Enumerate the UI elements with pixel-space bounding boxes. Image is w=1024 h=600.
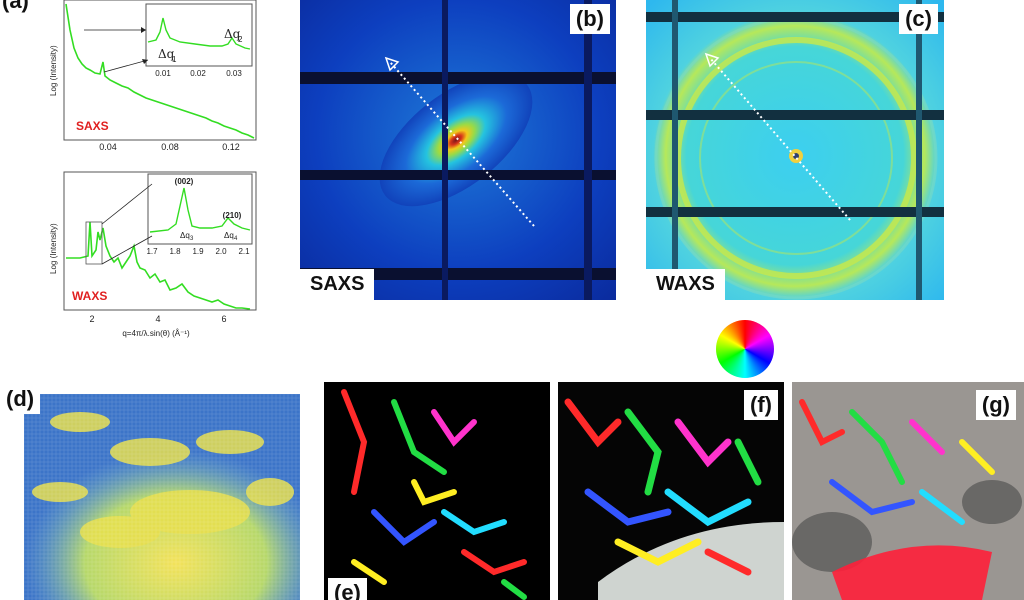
f-orientation-image bbox=[564, 398, 784, 600]
saxs-inset-curve bbox=[147, 17, 251, 50]
svg-text:2: 2 bbox=[238, 35, 243, 44]
panel-b-saxs-pattern: (b) SAXS bbox=[300, 0, 616, 300]
saxs-waxs-plots: Log (Intensity) SAXS 0.04 0.08 0.12 Δq 1… bbox=[49, 0, 257, 338]
e-orientation-image bbox=[341, 389, 527, 600]
saxs-image-label: SAXS bbox=[300, 269, 375, 300]
panel-label-e: (e) bbox=[328, 578, 367, 600]
panel-label-b: (b) bbox=[569, 4, 610, 34]
svg-text:1: 1 bbox=[172, 55, 177, 64]
waxs-inset-frame bbox=[147, 173, 253, 245]
panel-f-orientation-map: (f) bbox=[558, 382, 784, 600]
svg-text:(210): (210) bbox=[223, 211, 242, 220]
svg-text:2.1: 2.1 bbox=[238, 247, 250, 256]
saxs-ylabel: Log (Intensity) bbox=[49, 45, 58, 96]
svg-text:2.0: 2.0 bbox=[215, 247, 227, 256]
panel-a: (a) Log (Intensity) SAXS 0.04 0.08 0.12 … bbox=[0, 0, 270, 350]
saxs-curve-label: SAXS bbox=[76, 119, 109, 133]
panel-label-a: (a) bbox=[0, 0, 33, 14]
panel-label-c: (c) bbox=[899, 4, 938, 34]
panel-label-g: (g) bbox=[975, 390, 1016, 420]
waxs-xtick-1: 2 bbox=[89, 314, 94, 324]
svg-text:Δq: Δq bbox=[224, 231, 234, 240]
waxs-xtick-3: 6 bbox=[221, 314, 226, 324]
waxs-plot-frame bbox=[63, 171, 257, 311]
panel-g-overlay-map: (g) bbox=[792, 382, 1024, 600]
panel-d-map: (d) bbox=[0, 382, 300, 600]
svg-text:4: 4 bbox=[234, 236, 238, 242]
waxs-inset-curve bbox=[149, 187, 251, 233]
svg-text:1.8: 1.8 bbox=[169, 247, 181, 256]
svg-text:1.9: 1.9 bbox=[192, 247, 204, 256]
saxs-inset-dq2: Δq bbox=[224, 27, 241, 41]
saxs-xtick-3: 0.12 bbox=[222, 142, 240, 152]
orientation-color-wheel bbox=[716, 320, 774, 378]
d-intensity-map bbox=[24, 394, 300, 600]
saxs-direction-arrow bbox=[389, 61, 535, 227]
waxs-xlabel: q=4π/λ.sin(θ) (Å⁻¹) bbox=[122, 329, 190, 338]
waxs-xtick-2: 4 bbox=[155, 314, 160, 324]
svg-text:0.02: 0.02 bbox=[190, 69, 206, 78]
saxs-xtick-1: 0.04 bbox=[99, 142, 117, 152]
svg-text:Δq: Δq bbox=[180, 231, 190, 240]
panel-c-waxs-pattern: (c) WAXS bbox=[646, 0, 944, 300]
waxs-ylabel: Log (Intensity) bbox=[49, 223, 58, 274]
saxs-pattern-image bbox=[300, 0, 616, 300]
waxs-image-label: WAXS bbox=[646, 269, 725, 300]
svg-text:1.7: 1.7 bbox=[146, 247, 158, 256]
panel-label-f: (f) bbox=[744, 390, 778, 420]
saxs-inset-frame bbox=[145, 3, 253, 67]
panel-label-d: (d) bbox=[0, 384, 41, 414]
saxs-xtick-2: 0.08 bbox=[161, 142, 179, 152]
saxs-curve bbox=[65, 3, 255, 139]
waxs-pattern-image bbox=[646, 0, 944, 300]
waxs-curve-label: WAXS bbox=[72, 289, 107, 303]
svg-text:(002): (002) bbox=[175, 177, 194, 186]
svg-text:3: 3 bbox=[190, 236, 194, 242]
g-overlay-image bbox=[792, 399, 1022, 600]
panel-e-orientation-map: (e) bbox=[324, 382, 550, 600]
saxs-arrow-2 bbox=[103, 59, 149, 73]
saxs-inset-dq1: Δq bbox=[158, 47, 175, 61]
waxs-curve bbox=[66, 221, 251, 310]
waxs-direction-arrow bbox=[709, 57, 851, 221]
svg-text:0.01: 0.01 bbox=[155, 69, 171, 78]
svg-text:0.03: 0.03 bbox=[226, 69, 242, 78]
saxs-plot-frame bbox=[63, 0, 257, 141]
